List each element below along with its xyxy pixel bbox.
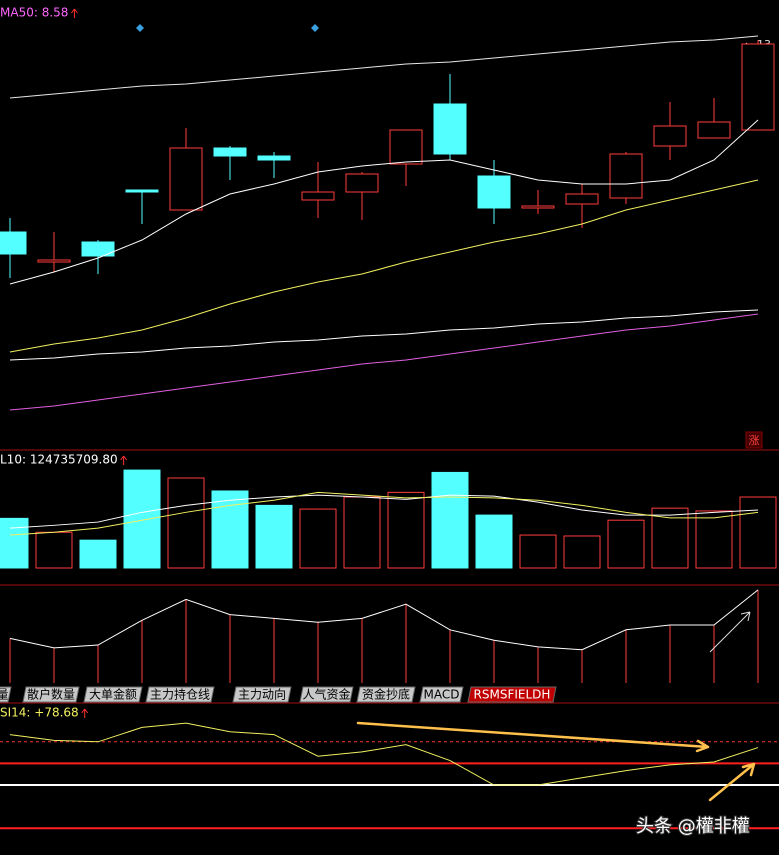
tab[interactable] [83, 686, 143, 703]
tab[interactable] [232, 686, 292, 703]
tab-label: 主力持仓线 [150, 687, 210, 702]
indicator-line [9, 35, 759, 99]
volume-bar [387, 491, 425, 569]
tab-label: 量 [0, 688, 9, 702]
tab-label: 人气资金 [302, 687, 350, 702]
indicator-line [9, 722, 759, 786]
volume-bar [739, 496, 777, 569]
title-arrow [120, 455, 128, 465]
candle-body [697, 121, 731, 139]
volume-bar [651, 507, 689, 569]
candle-body [345, 173, 379, 193]
indicator-line [9, 589, 759, 651]
candle-body [389, 129, 423, 165]
volume-bar [35, 531, 73, 569]
tab[interactable] [356, 686, 416, 703]
candle-body [565, 193, 599, 205]
candle-body [125, 189, 159, 193]
badge: 涨 [749, 434, 760, 447]
tab[interactable] [0, 686, 12, 703]
volume-bar [255, 504, 293, 569]
volume-bar [299, 508, 337, 569]
tab-label: 大单金额 [89, 687, 137, 702]
candle-body [521, 205, 555, 209]
tab-label: 散户数量 [27, 687, 75, 702]
candle-body [169, 147, 203, 211]
indicator-line [9, 494, 759, 529]
volume-bar [607, 519, 645, 569]
panel-title: SI14: +78.68 [0, 706, 79, 720]
volume-bar [475, 514, 513, 569]
indicator-line [9, 179, 759, 353]
volume-bar [431, 471, 469, 569]
volume-bar [519, 534, 557, 569]
volume-bar [123, 469, 161, 569]
candle-body [37, 259, 71, 263]
title-arrow [71, 8, 78, 18]
candle-body [257, 155, 291, 161]
candle-body [653, 125, 687, 147]
tab-label: 资金抄底 [362, 687, 410, 702]
plots: MA50: 8.58 L10: 124735709.80 SI14: +78.68 [0, 6, 779, 830]
candle-body [741, 43, 775, 131]
volume-bar [79, 539, 117, 569]
tab[interactable] [145, 686, 215, 703]
annotation-arrow [708, 762, 756, 802]
volume-bar [343, 496, 381, 569]
tab[interactable] [299, 686, 354, 703]
volume-bar [0, 517, 29, 569]
indicator-line [9, 309, 759, 361]
badge-box [745, 431, 763, 449]
annotation-arrow [356, 721, 710, 753]
candle-body [433, 103, 467, 155]
volume-bar [167, 477, 205, 569]
candle-body [609, 153, 643, 199]
candle-body [213, 147, 247, 157]
panel-title: L10: 124735709.80 [0, 453, 118, 467]
tab-label: 主力动向 [238, 687, 286, 702]
indicator-line [9, 119, 759, 285]
candle-body [0, 231, 27, 255]
annotation-arrow [709, 611, 751, 653]
watermark: 头条 @權非權 [636, 816, 750, 837]
panel-title: MA50: 8.58 [0, 6, 68, 20]
tab[interactable] [467, 686, 557, 703]
candle-body [81, 241, 115, 257]
volume-bar [211, 490, 249, 569]
tab[interactable] [419, 686, 464, 703]
candle-body [301, 191, 335, 201]
indicator-line [9, 313, 759, 411]
tab-bar: 量 散户数量 大单金额 主力持仓线 主力动向 人气资金 资金抄底 MACD RSMSFIELDH [0, 686, 557, 703]
title-arrow [81, 708, 89, 718]
volume-bar [563, 535, 601, 569]
volume-bar [695, 510, 733, 569]
tab-label: RSMSFIELDH [474, 688, 551, 702]
candle-body [477, 175, 511, 209]
tab[interactable] [22, 686, 80, 703]
tab-label: MACD [424, 688, 460, 702]
indicator-line [9, 491, 759, 536]
